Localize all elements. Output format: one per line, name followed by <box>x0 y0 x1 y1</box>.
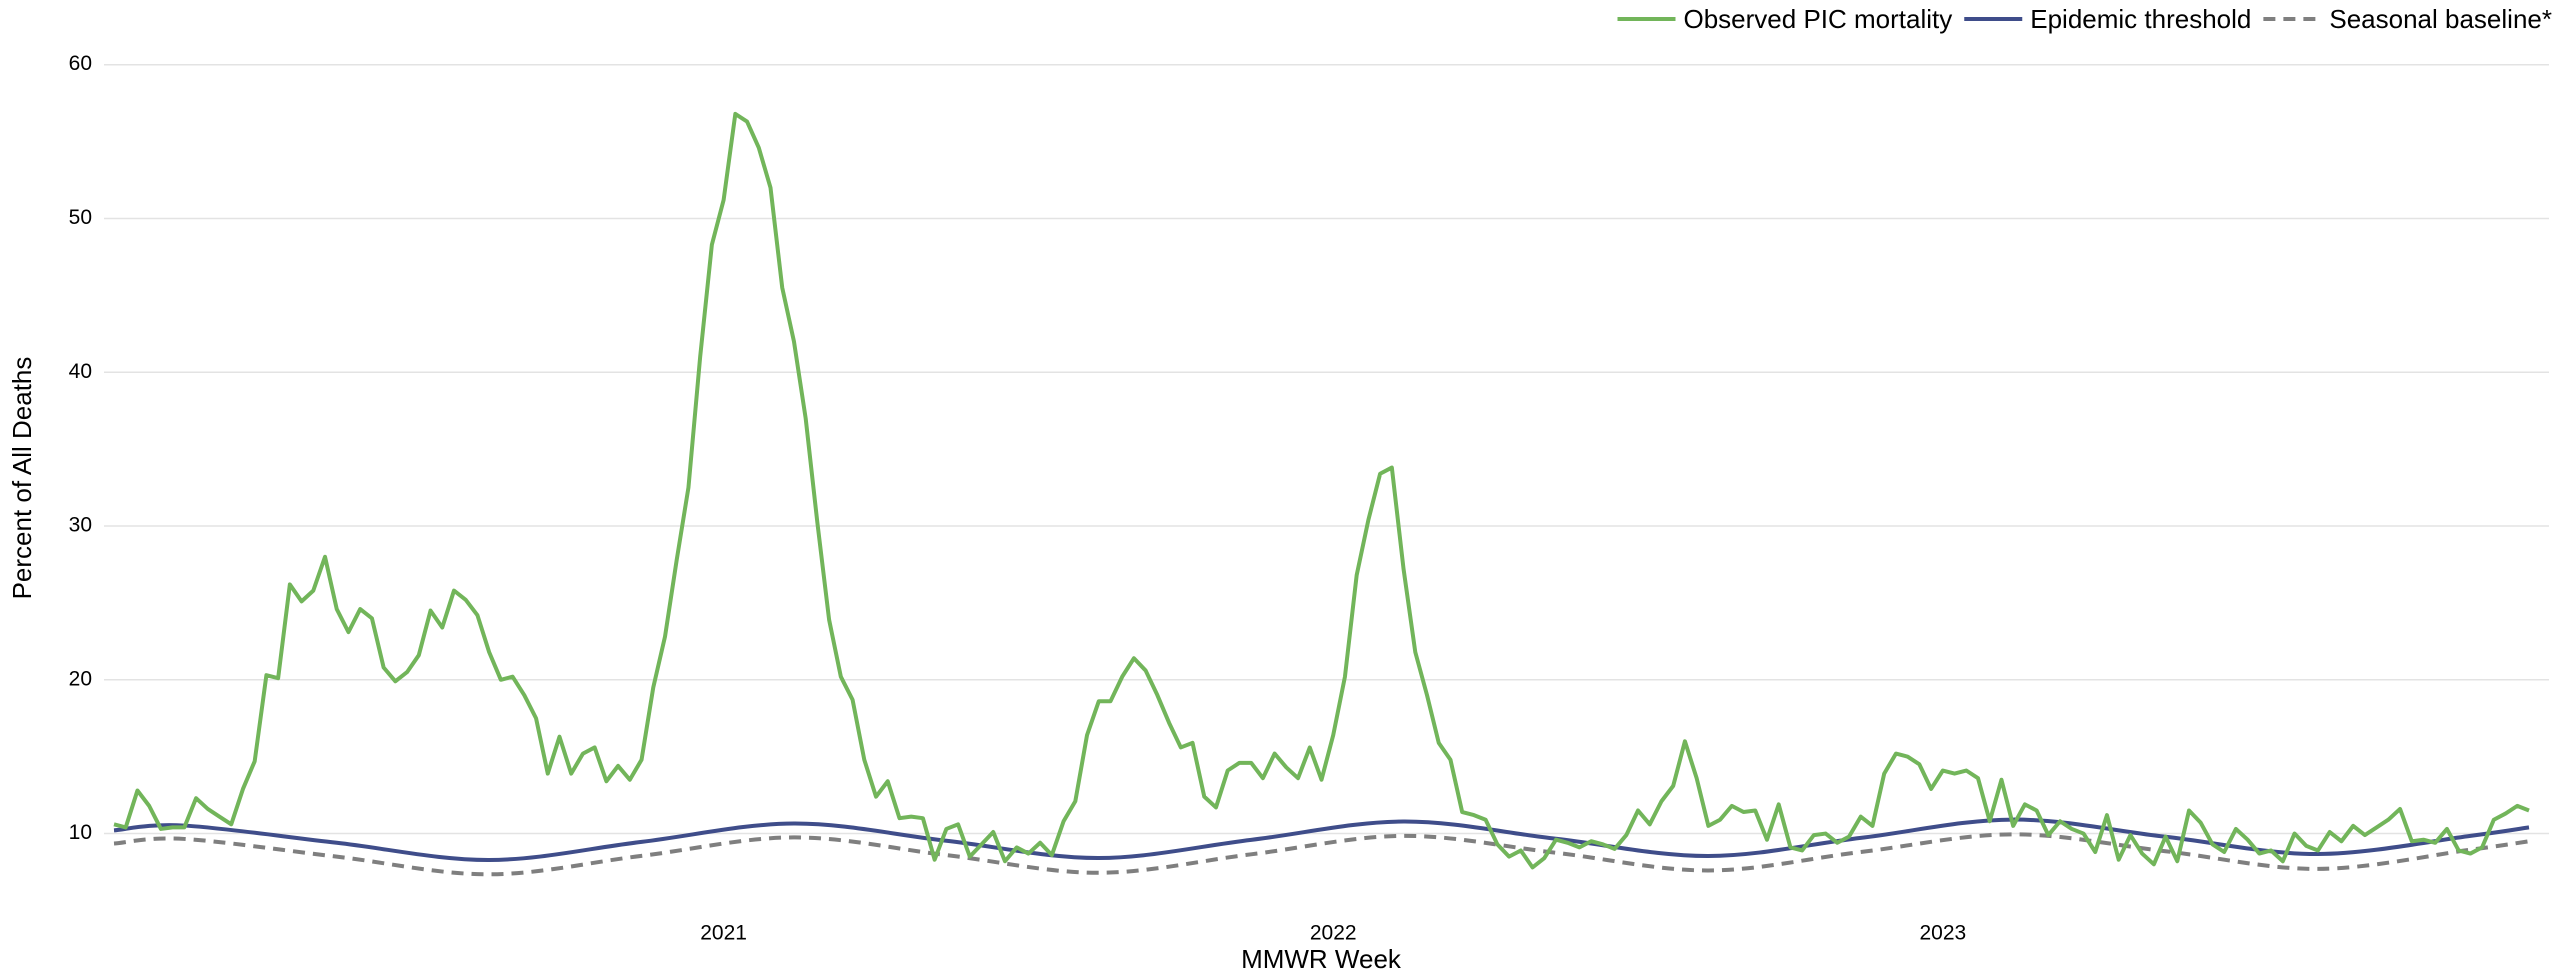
legend-label: Epidemic threshold <box>2030 4 2251 34</box>
series-line <box>113 832 2530 877</box>
x-tick-label: 2021 <box>700 922 747 945</box>
legend: Observed PIC mortality Epidemic threshold… <box>1617 4 2552 34</box>
legend-label: Seasonal baseline* <box>2329 4 2552 34</box>
y-tick-label: 10 <box>69 821 92 844</box>
y-tick-label: 20 <box>69 667 92 690</box>
x-tick-label: 2023 <box>1919 922 1966 945</box>
legend-label: Observed PIC mortality <box>1684 4 1953 34</box>
series-line <box>113 111 2530 870</box>
y-tick-label: 60 <box>69 52 92 75</box>
y-tick-label: 40 <box>69 360 92 383</box>
legend-item: Seasonal baseline* <box>2263 4 2552 34</box>
y-tick-label: 50 <box>69 206 92 229</box>
x-axis-title: MMWR Week <box>1241 944 1402 974</box>
y-tick-label: 30 <box>69 514 92 537</box>
legend-item: Observed PIC mortality <box>1617 4 1953 34</box>
x-tick-label: 2022 <box>1310 922 1357 945</box>
y-axis-title: Percent of All Deaths <box>7 357 37 600</box>
legend-item: Epidemic threshold <box>1964 4 2251 34</box>
